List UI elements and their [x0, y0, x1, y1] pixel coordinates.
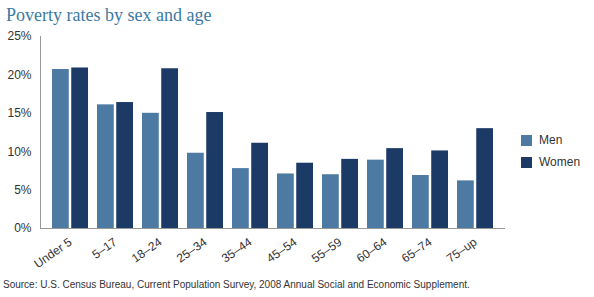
svg-text:25%: 25%	[7, 29, 31, 43]
html-text:Women: Women	[539, 155, 581, 169]
svg-text:25–34: 25–34	[174, 235, 210, 266]
svg-text:75–up: 75–up	[444, 235, 480, 266]
svg-text:15%: 15%	[7, 106, 31, 120]
svg-text:65–74: 65–74	[399, 235, 435, 266]
svg-text:35–44: 35–44	[219, 235, 255, 266]
svg-text:0%: 0%	[14, 221, 32, 235]
html-text:Poverty rates by sex and age: Poverty rates by sex and age	[6, 5, 212, 25]
svg-text:55–59: 55–59	[309, 235, 345, 266]
svg-text:20%: 20%	[7, 68, 31, 82]
html-text:Source: U.S. Census Bureau, Cu: Source: U.S. Census Bureau, Current Popu…	[3, 279, 470, 290]
svg-text:60–64: 60–64	[354, 235, 390, 266]
svg-text:Under 5: Under 5	[31, 235, 74, 271]
svg-text:10%: 10%	[7, 145, 31, 159]
html-text:Men: Men	[539, 133, 563, 147]
svg-text:5–17: 5–17	[90, 235, 120, 262]
svg-text:45–54: 45–54	[264, 235, 300, 266]
svg-text:5%: 5%	[14, 183, 32, 197]
svg-text:18–24: 18–24	[129, 235, 165, 266]
